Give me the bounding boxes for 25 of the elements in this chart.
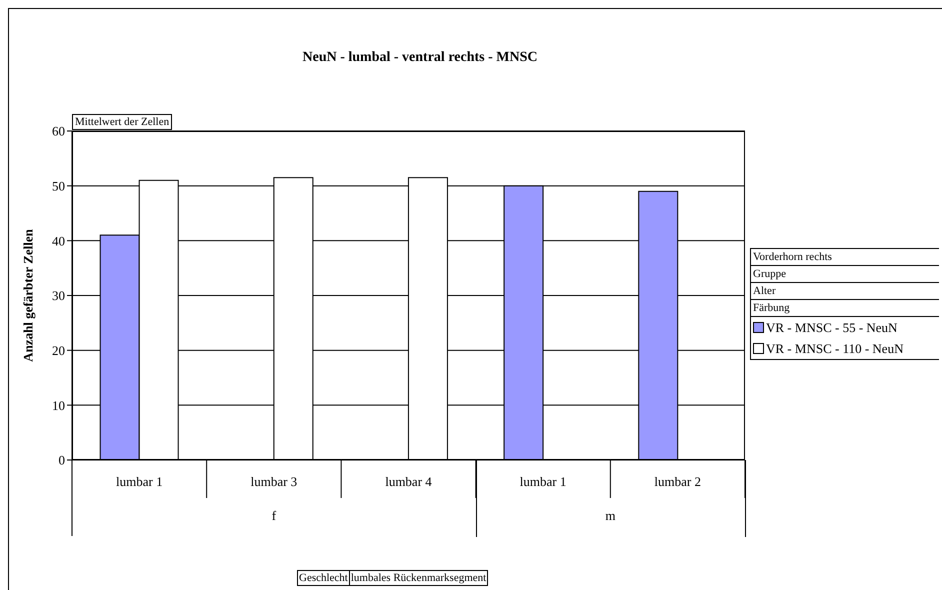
text: Alter: [751, 283, 939, 300]
text: m: [604, 508, 616, 524]
legend-label: VR - MNSC - 110 - NeuN: [766, 340, 904, 357]
x-tick-label: lumbar 4: [385, 474, 432, 489]
text: Gruppe: [751, 266, 939, 283]
text: Vorderhorn rechts: [751, 249, 939, 266]
text: Mittelwert der Zellen: [72, 114, 172, 130]
y-tick-label: 20: [52, 342, 65, 358]
x-tick-label: lumbar 1: [520, 474, 566, 489]
text: Geschlecht: [297, 570, 350, 586]
text: Färbung: [751, 300, 939, 317]
x-tick-label: lumbar 3: [250, 474, 298, 489]
legend-label: VR - MNSC - 55 - NeuN: [766, 319, 898, 336]
x-tick-label: lumbar 2: [654, 474, 701, 489]
y-tick-label: 30: [52, 288, 65, 304]
y-tick-label: 0: [58, 452, 65, 468]
y-tick-label: 50: [52, 178, 65, 194]
y-axis-title: Anzahl gefärbter Zellen: [20, 228, 36, 362]
text: f: [270, 508, 278, 524]
y-tick-label: 60: [52, 124, 65, 139]
y-tick-label: 10: [52, 398, 65, 413]
text: lumbales Rückenmarksegment: [350, 570, 488, 586]
y-tick-label: 40: [52, 233, 65, 248]
chart-title: NeuN - lumbal - ventral rechts - MNSC: [302, 50, 538, 66]
x-tick-label: lumbar 1: [116, 474, 163, 489]
